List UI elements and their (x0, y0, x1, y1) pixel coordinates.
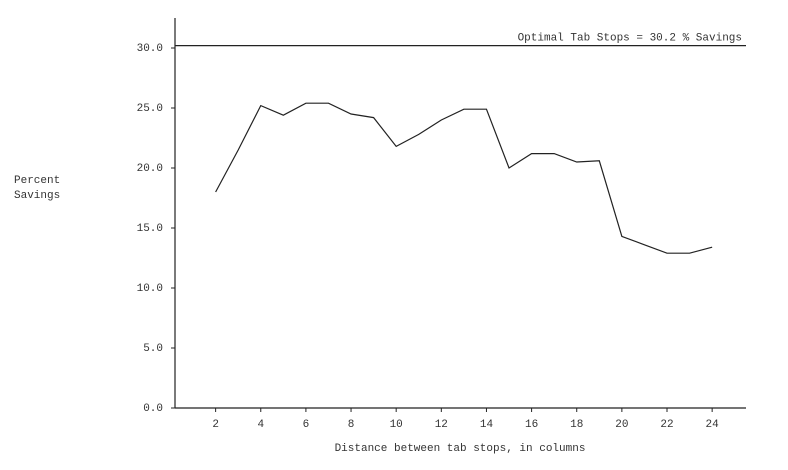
y-tick-label: 30.0 (137, 43, 163, 55)
x-tick-label: 4 (257, 419, 264, 431)
y-tick-label: 5.0 (143, 343, 163, 355)
y-tick-label: 0.0 (143, 403, 163, 415)
x-tick-label: 20 (615, 419, 628, 431)
y-tick-label: 20.0 (137, 163, 163, 175)
x-tick-label: 22 (660, 419, 673, 431)
x-tick-label: 24 (706, 419, 720, 431)
x-tick-label: 2 (212, 419, 219, 431)
x-tick-label: 18 (570, 419, 583, 431)
x-axis-label: Distance between tab stops, in columns (335, 443, 586, 455)
reference-label: Optimal Tab Stops = 30.2 % Savings (518, 33, 742, 45)
data-line (215, 102, 713, 254)
y-tick-label: 10.0 (137, 283, 163, 295)
x-tick-label: 16 (525, 419, 538, 431)
x-tick-label: 14 (480, 419, 494, 431)
x-tick-label: 10 (390, 419, 403, 431)
x-tick-label: 6 (303, 419, 310, 431)
y-tick-label: 25.0 (137, 103, 163, 115)
x-tick-label: 8 (348, 419, 355, 431)
y-axis-label: Percent Savings (14, 175, 61, 202)
x-tick-label: 12 (435, 419, 448, 431)
y-tick-label: 15.0 (137, 223, 163, 235)
